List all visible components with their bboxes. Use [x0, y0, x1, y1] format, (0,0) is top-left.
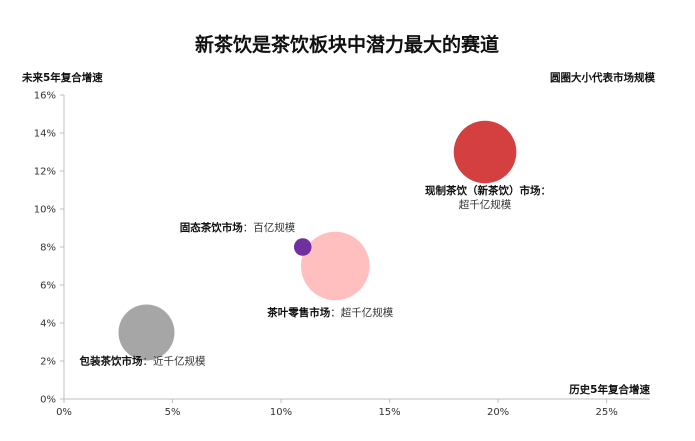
x-tick-label: 0% [56, 407, 72, 418]
y-axis-label: 未来5年复合增速 [21, 71, 103, 84]
x-axis-label: 历史5年复合增速 [569, 383, 650, 396]
size-legend-note: 圆圈大小代表市场规模 [550, 71, 655, 84]
y-tick-label: 12% [34, 167, 56, 178]
y-tick-label: 2% [40, 357, 56, 368]
bubble-label: 茶叶零售市场：超千亿规模 [266, 306, 393, 319]
x-tick-label: 15% [378, 407, 400, 418]
bubble [453, 120, 517, 184]
chart-title: 新茶饮是茶饮板块中潜力最大的赛道 [195, 33, 499, 56]
bubble-label-scale: 超千亿规模 [459, 198, 512, 211]
y-axis-ticks: 0% 2% 4% 6% 8% 10% 12% 14% 16% [34, 91, 64, 406]
x-tick-label: 20% [487, 407, 509, 418]
bubble [293, 238, 312, 256]
bubble-label: 包装茶饮市场：近千亿规模 [79, 355, 205, 368]
y-tick-label: 10% [34, 205, 56, 216]
x-tick-label: 25% [595, 407, 617, 418]
bubble-label-name: 现制茶饮（新茶饮）市场： [425, 184, 551, 197]
bubble [118, 304, 175, 361]
x-tick-label: 5% [165, 407, 181, 418]
y-tick-label: 14% [34, 129, 56, 140]
x-axis-ticks: 0% 5% 10% 15% 20% 25% [56, 399, 618, 418]
bubble-label: 固态茶饮市场：百亿规模 [180, 221, 296, 234]
x-tick-label: 10% [270, 407, 292, 418]
y-tick-label: 16% [34, 91, 56, 102]
bubble [301, 231, 370, 301]
bubble-layer [118, 120, 517, 361]
y-tick-label: 8% [40, 243, 56, 254]
y-tick-label: 0% [40, 395, 56, 406]
y-tick-label: 4% [40, 319, 56, 330]
y-tick-label: 6% [40, 281, 56, 292]
bubble-label-layer: 包装茶饮市场：近千亿规模 茶叶零售市场：超千亿规模 固态茶饮市场：百亿规模 现制茶饮（… [79, 184, 551, 368]
